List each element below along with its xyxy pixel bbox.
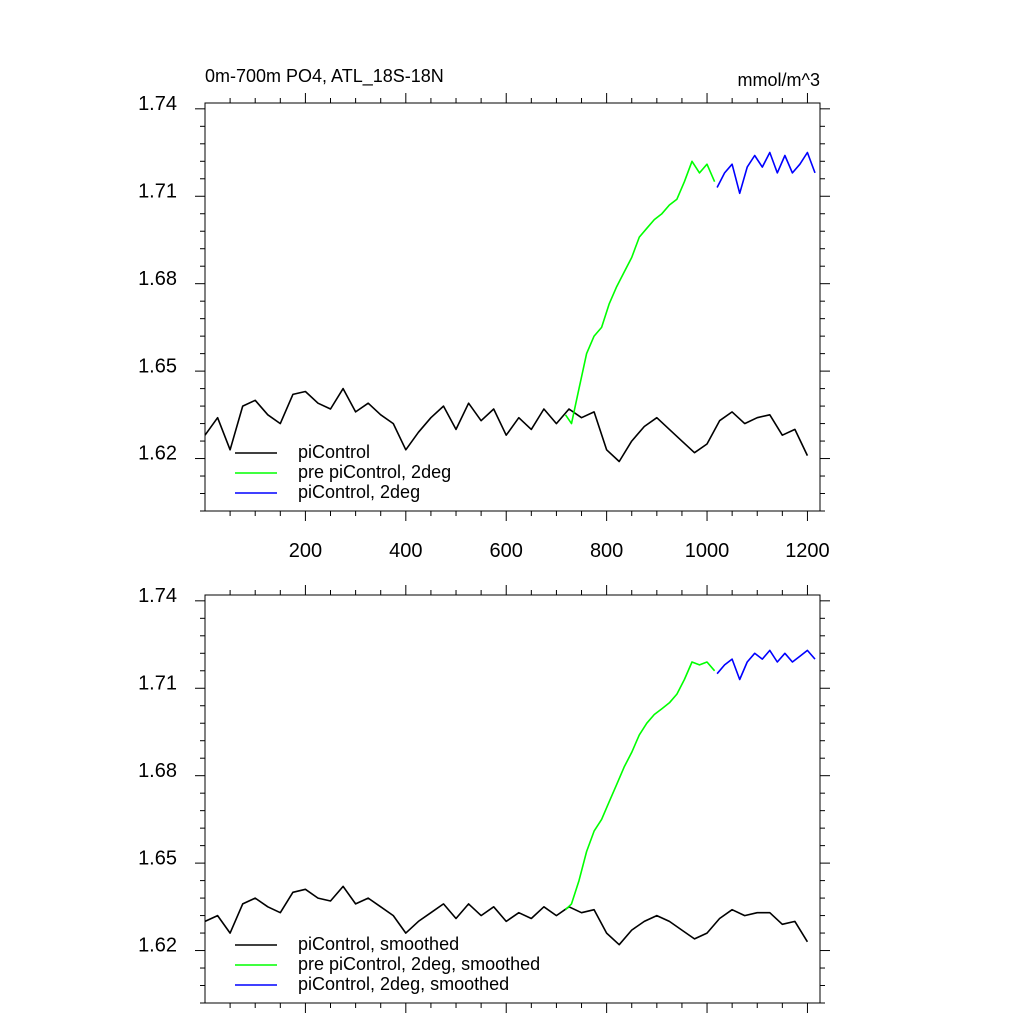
top-panel: 200 400 600 800 1000 1200 1.62 1.65 1.68 1.71 1.74… [138,93,830,562]
chart-units: mmol/m^3 [738,70,820,90]
series-line-1 [564,160,716,425]
legend-label: piControl, smoothed [298,934,459,954]
plot-frame [204,594,821,1004]
x-tick-label: 400 [389,540,422,562]
chart-title: 0m-700m PO4, ATL_18S-18N [205,66,444,87]
x-tick-label: 1000 [685,540,730,562]
series-line-0 [204,387,809,463]
y-tick-label: 1.74 [138,585,177,607]
y-tick-label: 1.74 [138,93,177,115]
legend-label: piControl, 2deg [298,482,420,502]
plot-frame [204,102,821,512]
y-tick-label: 1.71 [138,180,177,202]
x-tick-label: 800 [590,540,623,562]
x-tick-label: 600 [490,540,523,562]
series-line-2 [716,649,816,681]
legend-label: pre piControl, 2deg, smoothed [298,954,540,974]
legend-label: pre piControl, 2deg [298,462,451,482]
y-tick-label: 1.65 [138,847,177,869]
series-line-2 [716,151,816,195]
y-tick-label: 1.71 [138,672,177,694]
y-tick-label: 1.68 [138,268,177,290]
legend-label: piControl, 2deg, smoothed [298,974,509,994]
y-tick-label: 1.62 [138,935,177,957]
x-tick-label: 200 [289,540,322,562]
y-tick-label: 1.65 [138,355,177,377]
y-tick-label: 1.68 [138,760,177,782]
series-line-1 [564,661,716,911]
y-tick-label: 1.62 [138,443,177,465]
series-line-0 [204,885,809,946]
x-tick-label: 1200 [785,540,830,562]
legend-label: piControl [298,442,370,462]
